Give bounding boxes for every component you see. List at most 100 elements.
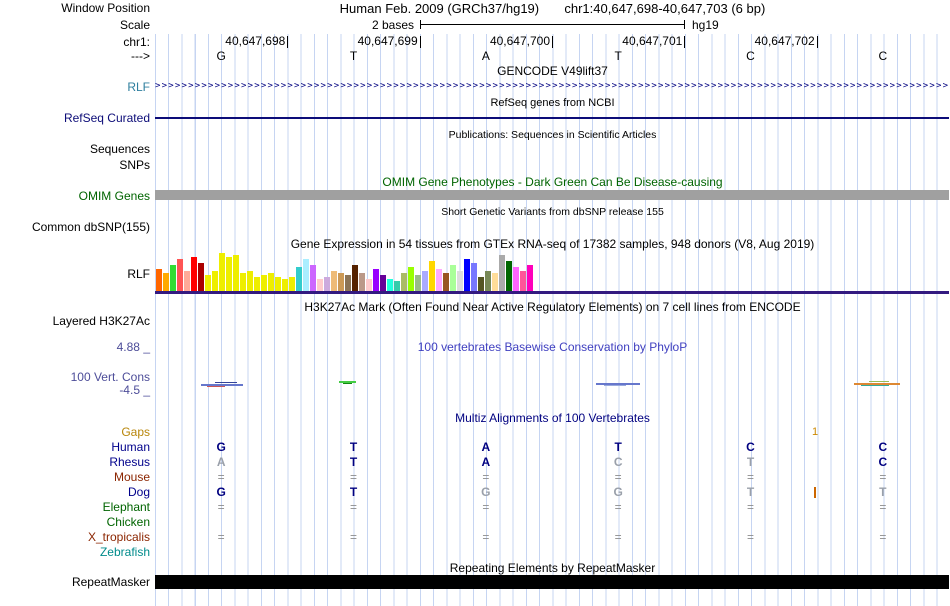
refseq-track-label[interactable]: RefSeq Curated	[63, 111, 150, 125]
repeatmasker-track-title: Repeating Elements by RepeatMasker	[449, 561, 656, 575]
gtex-tissue-bar	[443, 273, 449, 291]
gtex-tissue-bar	[478, 277, 484, 291]
gtex-tissue-bar	[247, 271, 253, 291]
scale-bar-right-tick	[684, 20, 685, 29]
multiz-base-human-5: C	[878, 440, 888, 454]
species-label-elephant[interactable]: Elephant	[102, 500, 150, 514]
gtex-tissue-bar	[268, 273, 274, 291]
strand-arrow-label: --->	[131, 49, 150, 63]
gtex-tissue-bar	[408, 267, 414, 291]
gtex-tissue-bar	[338, 273, 344, 291]
scale-value: 2 bases	[371, 18, 414, 32]
gtex-tissue-bar	[464, 259, 470, 291]
gencode-gene-item[interactable]: >>>>>>>>>>>>>>>>>>>>>>>>>>>>>>>>>>>>>>>>…	[155, 81, 949, 91]
multiz-base-rhesus-2: A	[481, 455, 491, 469]
reference-base: C	[878, 49, 888, 63]
reference-base: G	[216, 49, 226, 63]
gtex-tissue-bar	[303, 259, 309, 291]
refseq-track-title: RefSeq genes from NCBI	[490, 97, 615, 109]
gtex-tissue-bar	[198, 263, 204, 291]
conservation-max-label: 4.88 _	[116, 340, 150, 354]
gtex-tissue-bar	[359, 273, 365, 291]
gtex-expression-bars[interactable]	[155, 250, 949, 291]
h3k27ac-track-label[interactable]: Layered H3K27Ac	[52, 314, 150, 328]
repeatmasker-item[interactable]	[155, 575, 949, 589]
multiz-base-dog-5: T	[879, 485, 887, 499]
multiz-base-mouse-1: =	[349, 470, 357, 484]
gtex-tissue-bar	[317, 279, 323, 291]
publications-sequences-label[interactable]: Sequences	[89, 142, 150, 156]
multiz-base-rhesus-0: A	[216, 455, 226, 469]
gtex-track-title: Gene Expression in 54 tissues from GTEx …	[290, 237, 815, 251]
multiz-base-elephant-0: =	[217, 500, 225, 514]
scale-bar	[420, 20, 685, 29]
multiz-base-x_tropicalis-1: =	[349, 530, 357, 544]
coordinate-ruler[interactable]: 40,647,698 40,647,699 40,647,700 40,647,701…	[0, 35, 950, 49]
multiz-base-human-3: T	[614, 440, 622, 454]
gtex-tissue-bar	[415, 275, 421, 291]
gtex-tissue-bar	[485, 271, 491, 291]
species-label-chicken[interactable]: Chicken	[106, 515, 150, 529]
conservation-track-title: 100 vertebrates Basewise Conservation by…	[417, 340, 688, 354]
reference-base: T	[614, 49, 622, 63]
reference-base: T	[349, 49, 358, 63]
species-label-mouse[interactable]: Mouse	[113, 470, 150, 484]
gencode-track-title: GENCODE V49lift37	[497, 64, 608, 78]
conservation-min-label: -4.5 _	[119, 383, 150, 397]
coordinate-label: 40,647,700	[489, 34, 550, 48]
gtex-tissue-bar	[366, 279, 372, 291]
gtex-tissue-bar	[401, 273, 407, 291]
multiz-base-x_tropicalis-4: =	[746, 530, 754, 544]
scale-label: Scale	[119, 18, 150, 32]
species-label-human[interactable]: Human	[111, 440, 150, 454]
gtex-tissue-bar	[380, 275, 386, 291]
species-label-rhesus[interactable]: Rhesus	[109, 455, 150, 469]
multiz-base-human-2: A	[481, 440, 491, 454]
gtex-tissue-bar	[156, 269, 162, 291]
multiz-base-x_tropicalis-5: =	[879, 530, 887, 544]
multiz-gaps-label: Gaps	[121, 425, 150, 439]
repeatmasker-track-label[interactable]: RepeatMasker	[71, 575, 150, 589]
coordinate-label: 40,647,702	[754, 34, 815, 48]
multiz-base-mouse-3: =	[614, 470, 622, 484]
window-position-label: Window Position	[61, 1, 150, 15]
coordinate-tick	[817, 36, 818, 48]
multiz-base-x_tropicalis-3: =	[614, 530, 622, 544]
multiz-base-dog-0: G	[216, 485, 226, 499]
multiz-base-x_tropicalis-2: =	[482, 530, 490, 544]
multiz-track-title: Multiz Alignments of 100 Vertebrates	[455, 411, 650, 425]
species-label-x_tropicalis[interactable]: X_tropicalis	[87, 530, 150, 544]
gtex-tissue-bar	[422, 271, 428, 291]
gtex-tissue-bar	[450, 265, 456, 291]
gtex-tissue-bar	[219, 253, 225, 291]
gtex-tissue-bar	[289, 277, 295, 291]
gtex-gene-label[interactable]: RLF	[127, 267, 150, 281]
species-label-dog[interactable]: Dog	[127, 485, 150, 499]
gtex-tissue-bar	[352, 265, 358, 291]
gtex-tissue-bar	[527, 265, 533, 291]
gtex-tissue-bar	[436, 269, 442, 291]
multiz-base-dog-3: G	[613, 485, 623, 499]
conservation-track-label[interactable]: 100 Vert. Cons	[70, 370, 150, 384]
publications-snps-label[interactable]: SNPs	[119, 158, 150, 172]
multiz-base-mouse-4: =	[746, 470, 754, 484]
multiz-base-mouse-0: =	[217, 470, 225, 484]
dbsnp-track-label[interactable]: Common dbSNP(155)	[31, 220, 150, 234]
gtex-tissue-bar	[205, 275, 211, 291]
multiz-base-elephant-2: =	[482, 500, 490, 514]
gtex-tissue-bar	[212, 271, 218, 291]
gencode-gene-label[interactable]: RLF	[127, 80, 150, 94]
gtex-tissue-bar	[275, 277, 281, 291]
omim-gene-item[interactable]	[155, 190, 949, 200]
gtex-tissue-bar	[387, 279, 393, 291]
species-label-zebrafish[interactable]: Zebrafish	[99, 545, 150, 559]
gtex-tissue-bar	[457, 271, 463, 291]
gtex-tissue-bar	[373, 269, 379, 291]
omim-track-label[interactable]: OMIM Genes	[78, 189, 150, 203]
gtex-tissue-bar	[254, 277, 260, 291]
chromosome-label: chr1:	[123, 35, 150, 49]
gtex-tissue-bar	[310, 265, 316, 291]
gtex-tissue-bar	[233, 255, 239, 291]
refseq-gene-item[interactable]	[155, 117, 949, 119]
